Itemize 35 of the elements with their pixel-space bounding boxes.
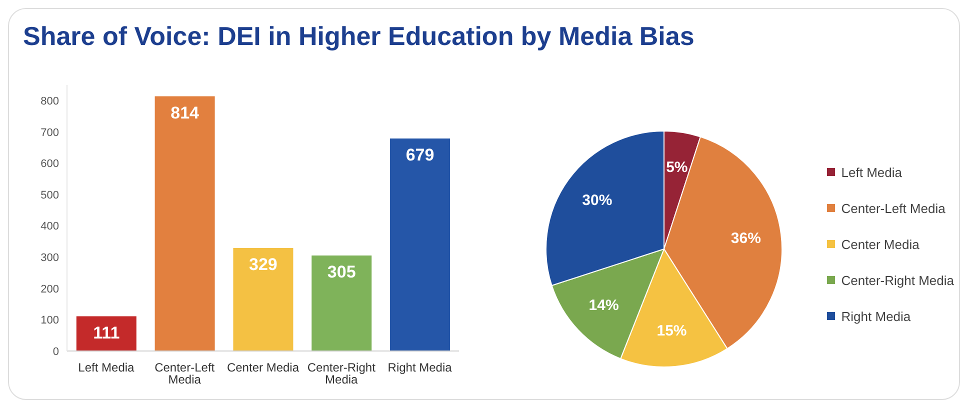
data-label: 15% <box>656 322 687 340</box>
y-tick-label: 500 <box>40 189 59 202</box>
legend-label: Left Media <box>841 164 902 180</box>
y-tick-label: 400 <box>40 220 59 233</box>
bar <box>76 316 136 351</box>
x-tick-label: Center-Left Media <box>154 360 216 387</box>
data-label: 5% <box>666 158 688 176</box>
y-tick-label: 100 <box>40 314 59 327</box>
y-tick-label: 800 <box>40 96 59 108</box>
bar <box>390 138 450 351</box>
x-tick-label: Center Media <box>226 360 300 375</box>
bar <box>154 96 215 351</box>
bar <box>312 256 372 351</box>
data-label: 111 <box>93 323 120 342</box>
legend-label: Center-Right Media <box>841 272 954 288</box>
data-label: 30% <box>582 192 612 209</box>
legend-label: Center Media <box>841 236 920 252</box>
y-tick-label: 300 <box>40 252 59 264</box>
legend-label: Center-Left Media <box>841 200 946 216</box>
x-tick-label: Left Media <box>78 360 135 375</box>
data-label: 329 <box>249 255 278 274</box>
y-tick-label: 0 <box>52 346 59 358</box>
y-tick-label: 200 <box>40 283 59 296</box>
chart-title: Share of Voice: DEI in Higher Education by Media Bias <box>23 21 694 52</box>
data-label: 814 <box>170 103 200 122</box>
bar <box>233 248 294 351</box>
legend-label: Right Media <box>841 308 911 324</box>
data-label: 305 <box>327 262 356 282</box>
x-tick-label: Right Media <box>388 360 452 375</box>
data-label: 679 <box>406 146 434 165</box>
data-label: 14% <box>588 297 619 314</box>
x-tick-label: Center-Right Media <box>307 360 376 387</box>
y-tick-label: 600 <box>40 158 59 170</box>
y-tick-label: 700 <box>40 126 59 139</box>
data-label: 36% <box>730 230 761 248</box>
